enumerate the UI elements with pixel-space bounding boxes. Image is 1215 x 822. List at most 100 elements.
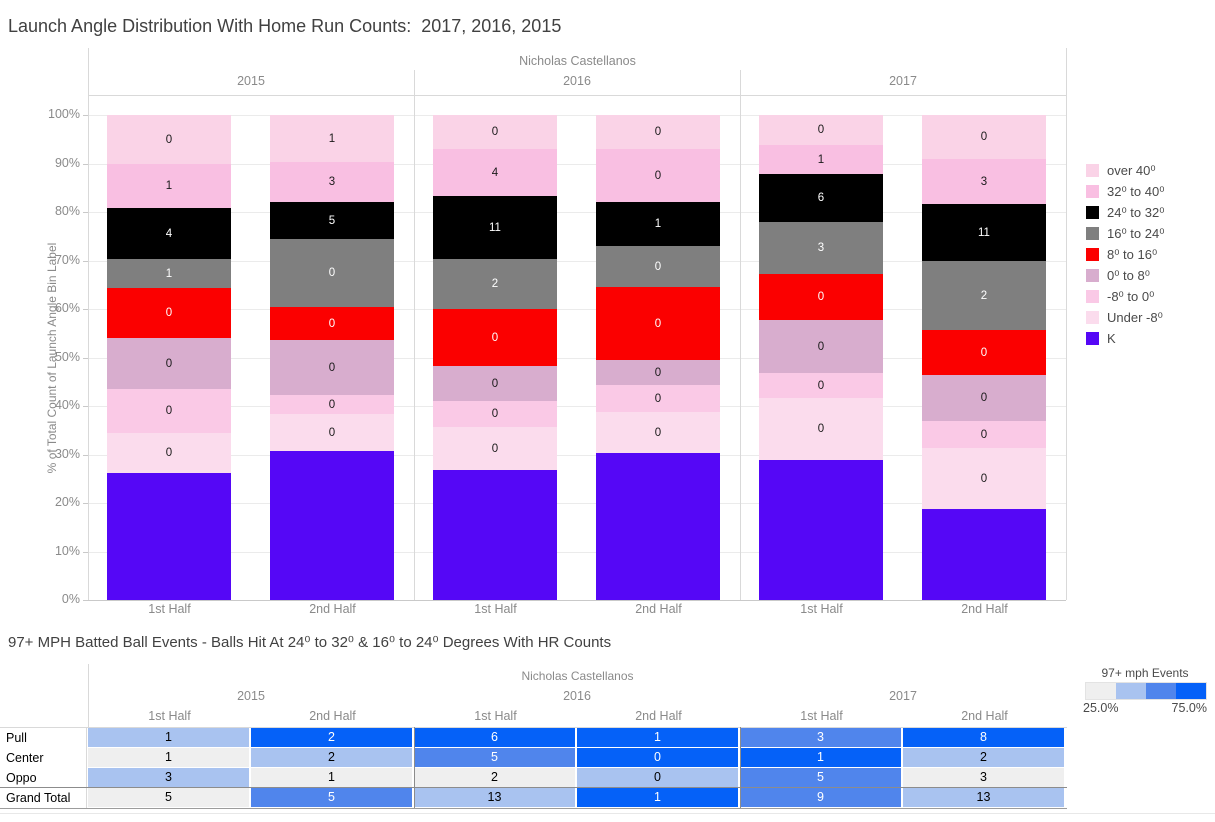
heatmap-cell[interactable]: 2 <box>903 748 1064 767</box>
bar-segment[interactable] <box>922 509 1046 600</box>
bar-segment[interactable] <box>107 473 231 600</box>
x-axis-label[interactable]: 2nd Half <box>635 602 682 616</box>
bar-segment[interactable] <box>433 470 557 600</box>
legend-item[interactable]: 8⁰ to 16⁰ <box>1086 244 1157 265</box>
bar-segment[interactable]: 0 <box>759 274 883 320</box>
bar-segment[interactable]: 0 <box>596 412 720 453</box>
row-header[interactable]: Pull <box>6 731 27 745</box>
legend-item[interactable]: Under -8⁰ <box>1086 307 1163 328</box>
heatmap-cell[interactable]: 1 <box>88 748 249 767</box>
bar-segment[interactable]: 0 <box>433 366 557 401</box>
facet-year-label[interactable]: 2015 <box>237 74 265 88</box>
heatmap-cell[interactable]: 2 <box>251 728 412 747</box>
table-half-label[interactable]: 1st Half <box>474 709 517 723</box>
stacked-bar[interactable]: 0 3 11 2 0 0 0 0 <box>922 115 1046 600</box>
legend-item[interactable]: -8⁰ to 0⁰ <box>1086 286 1154 307</box>
bar-segment[interactable]: 0 <box>107 338 231 389</box>
x-axis-label[interactable]: 1st Half <box>474 602 517 616</box>
bar-segment[interactable]: 3 <box>922 159 1046 204</box>
bar-segment[interactable]: 5 <box>270 202 394 239</box>
heatmap-cell[interactable]: 5 <box>414 748 575 767</box>
row-header[interactable]: Center <box>6 751 44 765</box>
bar-segment[interactable]: 2 <box>433 259 557 309</box>
bar-segment[interactable]: 0 <box>596 385 720 412</box>
bar-segment[interactable]: 11 <box>433 196 557 259</box>
bar-segment[interactable]: 4 <box>107 208 231 259</box>
heatmap-cell[interactable]: 2 <box>414 768 575 787</box>
heatmap-cell[interactable]: 8 <box>903 728 1064 747</box>
heatmap-cell[interactable]: 3 <box>903 768 1064 787</box>
legend-item[interactable]: 32⁰ to 40⁰ <box>1086 181 1164 202</box>
x-axis-label[interactable]: 1st Half <box>800 602 843 616</box>
bar-segment[interactable] <box>759 460 883 600</box>
bar-segment[interactable] <box>270 451 394 600</box>
bar-segment[interactable]: 0 <box>596 246 720 287</box>
bar-segment[interactable]: 0 <box>922 421 1046 448</box>
table-half-label[interactable]: 2nd Half <box>961 709 1008 723</box>
bar-segment[interactable]: 1 <box>107 259 231 288</box>
table-year-label[interactable]: 2017 <box>889 689 917 703</box>
bar-segment[interactable] <box>596 453 720 600</box>
legend-item[interactable]: 16⁰ to 24⁰ <box>1086 223 1164 244</box>
bar-segment[interactable]: 3 <box>270 162 394 202</box>
table-half-label[interactable]: 1st Half <box>800 709 843 723</box>
legend-item[interactable]: 0⁰ to 8⁰ <box>1086 265 1150 286</box>
table-half-label[interactable]: 1st Half <box>148 709 191 723</box>
bar-segment[interactable]: 2 <box>922 261 1046 330</box>
table-half-label[interactable]: 2nd Half <box>635 709 682 723</box>
heatmap-cell[interactable]: 5 <box>88 788 249 807</box>
heatmap-cell[interactable]: 9 <box>740 788 901 807</box>
x-axis-label[interactable]: 2nd Half <box>309 602 356 616</box>
bar-segment[interactable]: 1 <box>107 164 231 208</box>
bar-segment[interactable]: 1 <box>759 145 883 174</box>
row-header[interactable]: Grand Total <box>6 791 71 805</box>
heatmap-cell[interactable]: 3 <box>740 728 901 747</box>
bar-segment[interactable]: 0 <box>596 360 720 385</box>
bar-segment[interactable]: 0 <box>270 395 394 414</box>
bar-segment[interactable]: 0 <box>270 239 394 307</box>
bar-segment[interactable]: 0 <box>759 373 883 398</box>
bar-segment[interactable]: 0 <box>922 115 1046 159</box>
facet-player-label[interactable]: Nicholas Castellanos <box>521 669 634 683</box>
heatmap-cell[interactable]: 1 <box>577 788 738 807</box>
bar-segment[interactable]: 4 <box>433 149 557 196</box>
bar-segment[interactable]: 3 <box>759 222 883 274</box>
bar-segment[interactable]: 0 <box>759 398 883 460</box>
legend-item[interactable]: K <box>1086 328 1116 349</box>
bar-segment[interactable]: 0 <box>596 115 720 149</box>
heatmap-cell[interactable]: 1 <box>251 768 412 787</box>
bar-segment[interactable]: 0 <box>107 288 231 338</box>
bar-segment[interactable]: 0 <box>107 115 231 164</box>
table-year-label[interactable]: 2015 <box>237 689 265 703</box>
facet-year-label[interactable]: 2016 <box>563 74 591 88</box>
heatmap-cell[interactable]: 5 <box>740 768 901 787</box>
heatmap-cell[interactable]: 5 <box>251 788 412 807</box>
heatmap-cell[interactable]: 0 <box>577 768 738 787</box>
heatmap-cell[interactable]: 1 <box>577 728 738 747</box>
bar-segment[interactable]: 0 <box>270 414 394 451</box>
color-legend-bar[interactable] <box>1085 682 1207 700</box>
heatmap-cell[interactable]: 13 <box>414 788 575 807</box>
bar-segment[interactable]: 0 <box>433 115 557 149</box>
bar-segment[interactable]: 0 <box>922 448 1046 509</box>
heatmap-cell[interactable]: 13 <box>903 788 1064 807</box>
bar-segment[interactable]: 0 <box>433 309 557 366</box>
heatmap-cell[interactable]: 0 <box>577 748 738 767</box>
bar-segment[interactable]: 0 <box>922 375 1046 421</box>
heatmap-cell[interactable]: 2 <box>251 748 412 767</box>
bar-segment[interactable]: 0 <box>270 340 394 395</box>
bar-segment[interactable]: 0 <box>107 389 231 433</box>
heatmap-cell[interactable]: 1 <box>740 748 901 767</box>
bar-segment[interactable]: 0 <box>433 427 557 470</box>
facet-year-label[interactable]: 2017 <box>889 74 917 88</box>
bar-segment[interactable]: 1 <box>270 115 394 162</box>
table-year-label[interactable]: 2016 <box>563 689 591 703</box>
facet-player-label[interactable]: Nicholas Castellanos <box>519 54 636 68</box>
bar-segment[interactable]: 6 <box>759 174 883 222</box>
heatmap-cell[interactable]: 6 <box>414 728 575 747</box>
stacked-bar[interactable]: 0 4 11 2 0 0 0 0 <box>433 115 557 600</box>
legend-item[interactable]: over 40⁰ <box>1086 160 1156 181</box>
bar-segment[interactable]: 0 <box>270 307 394 340</box>
